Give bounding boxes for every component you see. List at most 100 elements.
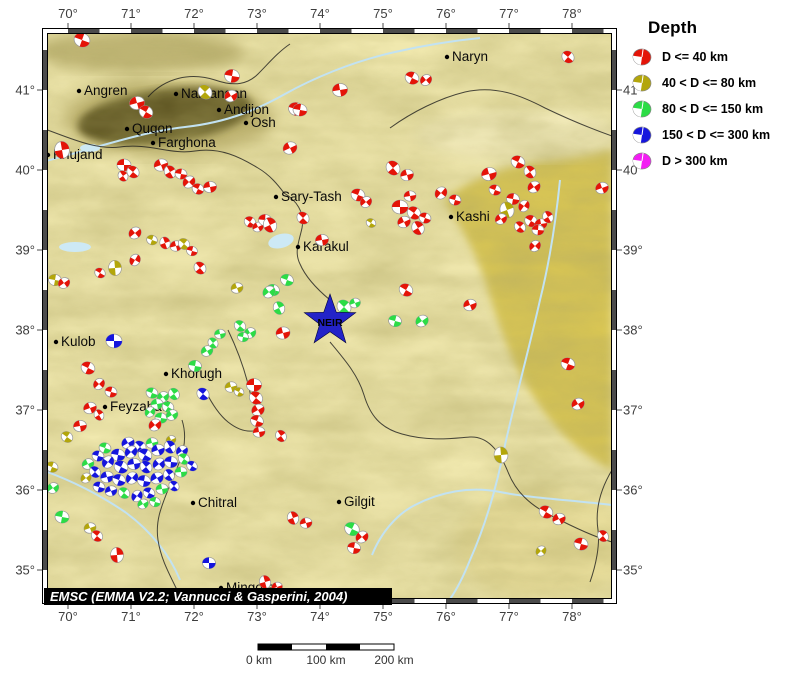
city-dot — [243, 120, 249, 126]
axis-label-lon-bottom: 76° — [436, 609, 456, 624]
axis-label-lon-bottom: 73° — [247, 609, 267, 624]
focal-mechanism-ball — [531, 224, 545, 236]
focal-mechanism-ball — [397, 215, 411, 229]
focal-mechanism-ball — [494, 213, 508, 225]
focal-mechanism-ball — [523, 165, 537, 179]
axis-label-lat-left: 35° — [15, 563, 35, 578]
focal-mechanism-ball — [94, 267, 106, 279]
focal-mechanism-ball — [124, 445, 138, 459]
country-border — [47, 129, 285, 194]
focal-mechanism-ball — [514, 221, 526, 233]
city-label: Kulob — [61, 334, 96, 349]
city-dot — [173, 91, 179, 97]
scale-bar: 0 km 100 km 200 km — [246, 643, 414, 667]
city-label: Farghona — [158, 135, 216, 150]
focal-mechanism-ball — [138, 105, 154, 119]
axis-label-lon-top: 72° — [184, 6, 204, 21]
focal-mechanism-ball — [196, 387, 210, 401]
focal-mechanism-ball — [117, 487, 131, 499]
focal-mechanism-ball — [54, 141, 70, 159]
axis-label-lat-right: 38° — [623, 323, 643, 338]
legend-row-d150: 80 < D <= 150 km — [631, 98, 799, 120]
focal-mechanism-ball — [275, 429, 287, 443]
focal-mechanism-ball — [80, 472, 92, 484]
focal-mechanism-ball — [117, 170, 129, 182]
city-dot — [336, 499, 342, 505]
focal-mechanism-ball — [168, 480, 180, 492]
neic-epicenter-star: NEIR — [303, 293, 357, 344]
focal-mechanism-ball — [224, 381, 238, 393]
focal-mechanism-ball — [101, 455, 115, 469]
focal-mechanism-ball — [595, 181, 609, 195]
legend-title: Depth — [648, 18, 698, 37]
focal-mechanism-ball — [73, 33, 91, 48]
focal-mechanism-ball — [186, 245, 198, 257]
beachball-olive-icon — [632, 74, 652, 92]
country-border — [147, 43, 291, 98]
focal-mechanism-ball — [419, 74, 433, 86]
focal-mechanism-ball — [552, 512, 566, 526]
axis-label-lon-bottom: 71° — [121, 609, 141, 624]
focal-mechanism-ball — [243, 216, 257, 228]
axis-label-lon-top: 74° — [310, 6, 330, 21]
focal-mechanism-ball — [177, 453, 191, 465]
country-border — [389, 89, 612, 137]
focal-mechanism-ball — [252, 426, 266, 438]
focal-mechanism-ball — [202, 557, 216, 569]
axis-label-lat-left: 38° — [15, 323, 35, 338]
city-dot — [124, 126, 130, 132]
legend-label: D > 300 km — [662, 154, 728, 168]
focal-mechanism-ball — [137, 475, 151, 487]
legend-row-d80: 40 < D <= 80 km — [631, 72, 799, 94]
focal-mechanism-ball — [233, 387, 245, 397]
focal-mechanism-ball — [280, 273, 294, 287]
focal-mechanism-ball — [542, 210, 554, 224]
axis-label-lon-bottom: 70° — [58, 609, 78, 624]
city-dot — [150, 140, 156, 146]
focal-mechanism-ball — [80, 361, 96, 375]
axis-label-lat-left: 36° — [15, 483, 35, 498]
focal-mechanism-ball — [137, 498, 149, 510]
river — [371, 488, 612, 556]
focal-mechanism-ball — [481, 167, 497, 181]
focal-mechanism-ball — [104, 386, 118, 398]
focal-mechanism-ball — [347, 542, 361, 554]
axis-label-lon-top: 71° — [121, 6, 141, 21]
focal-mechanism-ball — [524, 214, 538, 228]
focal-mechanism-ball — [418, 212, 432, 224]
focal-mechanism-ball — [108, 260, 122, 276]
axis-label-lat-left: 37° — [15, 403, 35, 418]
focal-mechanism-ball — [538, 505, 554, 519]
focal-mechanism-ball — [332, 83, 348, 97]
legend-row-d300plus: D > 300 km — [631, 150, 799, 172]
focal-mechanism-ball — [237, 331, 249, 343]
focal-mechanism-ball — [163, 165, 177, 179]
city-dot — [76, 88, 82, 94]
focal-mechanism-ball — [149, 496, 161, 508]
focal-mechanism-ball — [159, 236, 171, 250]
axis-label-lon-top: 76° — [436, 6, 456, 21]
focal-mechanism-ball — [57, 277, 71, 289]
focal-mechanism-ball — [150, 471, 164, 485]
focal-mechanism-ball — [139, 460, 153, 474]
focal-mechanism-ball — [404, 71, 420, 85]
country-border — [204, 389, 259, 432]
focal-mechanism-ball — [145, 387, 159, 399]
focal-mechanism-ball — [83, 522, 97, 534]
axis-label-lat-left: 40° — [15, 163, 35, 178]
focal-mechanism-ball — [125, 471, 139, 485]
river — [47, 37, 481, 162]
focal-mechanism-ball — [561, 50, 575, 64]
beachball-magenta-icon — [632, 152, 652, 170]
focal-mechanism-ball — [299, 517, 313, 529]
focal-mechanism-ball — [110, 448, 126, 462]
focal-mechanism-ball — [100, 470, 114, 484]
scale-label-200: 200 km — [374, 653, 413, 667]
focal-mechanism-ball — [207, 337, 219, 349]
focal-mechanism-ball — [93, 409, 105, 421]
focal-mechanism-ball — [93, 378, 105, 390]
legend-label: D <= 40 km — [662, 50, 729, 64]
legend-label: 40 < D <= 80 km — [662, 76, 757, 90]
river — [449, 179, 561, 599]
